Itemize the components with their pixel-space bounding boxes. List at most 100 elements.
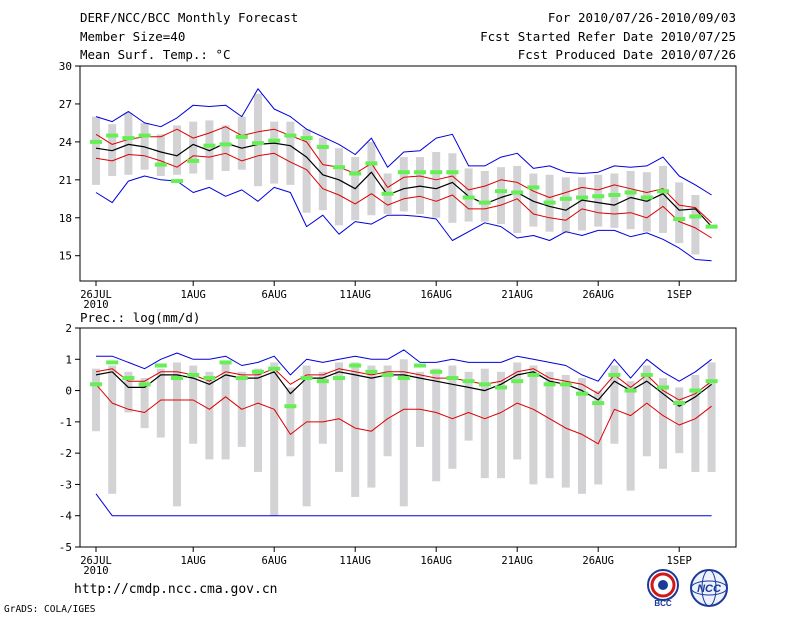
temp-spread-box <box>626 170 635 230</box>
prec-obs-marker <box>495 385 507 390</box>
temp-obs-marker <box>414 170 426 175</box>
prec-obs-marker <box>511 379 524 384</box>
temp-spread-box <box>659 165 667 233</box>
temp-obs-marker <box>657 189 669 194</box>
temp-y-tick-label: 15 <box>59 250 72 263</box>
header-produced-date: Fcst Produced Date 2010/07/26 <box>517 47 736 62</box>
temp-spread-box <box>448 153 457 223</box>
temp-obs-marker <box>316 144 329 149</box>
ncc-logo: NCC <box>690 569 728 607</box>
prec-title: Prec.: log(mm/d) <box>80 310 200 325</box>
temp-spread-box <box>286 121 295 185</box>
prec-obs-marker <box>576 391 588 396</box>
prec-obs-marker <box>106 360 119 365</box>
temp-spread-box <box>675 182 684 244</box>
temp-spread-box <box>578 177 586 231</box>
temp-spread-box <box>270 121 279 184</box>
temp-spread-box <box>367 141 376 216</box>
bcc-logo: BCC <box>647 569 679 608</box>
prec-x-tick-label: 11AUG <box>339 555 371 567</box>
temp-spread-box <box>432 152 441 218</box>
temp-obs-marker <box>381 191 394 196</box>
prec-spread-box <box>318 371 327 444</box>
prec-spread-box <box>367 365 376 488</box>
prec-obs-marker <box>624 388 637 393</box>
prec-spread-box <box>464 371 473 441</box>
prec-obs-marker <box>446 376 459 381</box>
prec-obs-marker <box>349 363 362 368</box>
prec-spread-box <box>545 371 554 479</box>
temp-obs-marker <box>559 196 572 201</box>
bcc-logo-center <box>658 580 668 590</box>
temp-y-tick-label: 21 <box>59 174 72 187</box>
temp-obs-marker <box>171 179 183 184</box>
prec-spread-box <box>448 365 457 469</box>
prec-spread-box <box>594 390 603 485</box>
prec-spread-box <box>561 374 570 488</box>
prec-mean-line <box>95 371 712 407</box>
prec-obs-marker <box>673 401 686 406</box>
prec-obs-marker <box>640 372 653 377</box>
temp-spread-box <box>594 174 603 227</box>
prec-x-tick-label: 26JUL <box>80 555 112 567</box>
temp-y-tick-label: 18 <box>59 212 72 225</box>
prec-y-tick-label: 1 <box>65 353 72 366</box>
temp-y-tick-label: 30 <box>59 60 72 73</box>
prec-min-line <box>95 493 712 517</box>
prec-obs-marker <box>300 376 313 381</box>
prec-obs-marker <box>430 369 443 374</box>
prec-spread-box <box>286 387 295 457</box>
prec-x-tick-label: 1SEP <box>667 555 692 567</box>
temp-obs-marker <box>705 224 718 229</box>
prec-spread-box <box>626 381 635 491</box>
prec-obs-marker <box>138 382 151 387</box>
temp-obs-marker <box>495 189 507 194</box>
prec-spread-box <box>659 378 667 469</box>
prec-spread-box <box>254 368 262 472</box>
prec-obs-marker <box>154 363 167 368</box>
temp-obs-marker <box>478 200 491 205</box>
prec-obs-marker <box>316 379 329 384</box>
prec-spread-box <box>529 365 538 485</box>
temp-obs-marker <box>90 139 102 144</box>
prec-obs-marker <box>705 379 718 384</box>
temp-obs-marker <box>187 158 200 163</box>
prec-obs-marker <box>171 376 183 381</box>
prec-spread-box <box>432 368 441 482</box>
temp-spread-box <box>399 157 408 212</box>
temp-obs-marker <box>106 133 119 138</box>
prec-x-tick-label: 21AUG <box>501 555 533 567</box>
prec-obs-marker <box>397 376 410 381</box>
prec-spread-box <box>335 362 343 472</box>
prec-y-tick-label: 0 <box>65 385 72 398</box>
prec-spread-box <box>610 365 619 444</box>
temp-obs-marker <box>349 171 362 176</box>
temp-mean-line <box>95 142 713 228</box>
prec-obs-marker <box>414 363 426 368</box>
temp-obs-marker <box>689 214 702 219</box>
temp-spread-box <box>497 167 505 225</box>
prec-obs-marker <box>90 382 102 387</box>
temp-obs-marker <box>397 170 410 175</box>
prec-x-year-label: 2010 <box>83 565 108 577</box>
prec-obs-marker <box>187 372 200 377</box>
prec-spread-box <box>383 365 392 457</box>
temp-obs-marker <box>268 138 281 143</box>
prec-obs-marker <box>527 372 540 377</box>
prec-spread-box <box>205 371 214 460</box>
temp-spread-box <box>691 195 700 255</box>
ncc-logo-latitude <box>690 580 728 596</box>
prec-obs-marker <box>608 372 621 377</box>
prec-frame <box>79 327 737 548</box>
temp-obs-marker <box>138 133 151 138</box>
prec-spread-box <box>480 368 489 479</box>
prec-obs-marker <box>333 376 345 381</box>
temp-x-year-label: 2010 <box>83 299 108 311</box>
footer-url[interactable]: http://cmdp.ncc.cma.gov.cn <box>74 582 278 597</box>
header-member-size: Member Size=40 <box>80 29 186 44</box>
prec-spread-box <box>399 359 408 507</box>
temp-obs-marker <box>608 193 621 197</box>
prec-spread-box <box>513 362 522 460</box>
temp-obs-marker <box>430 170 443 175</box>
prec-obs-marker <box>559 382 572 387</box>
